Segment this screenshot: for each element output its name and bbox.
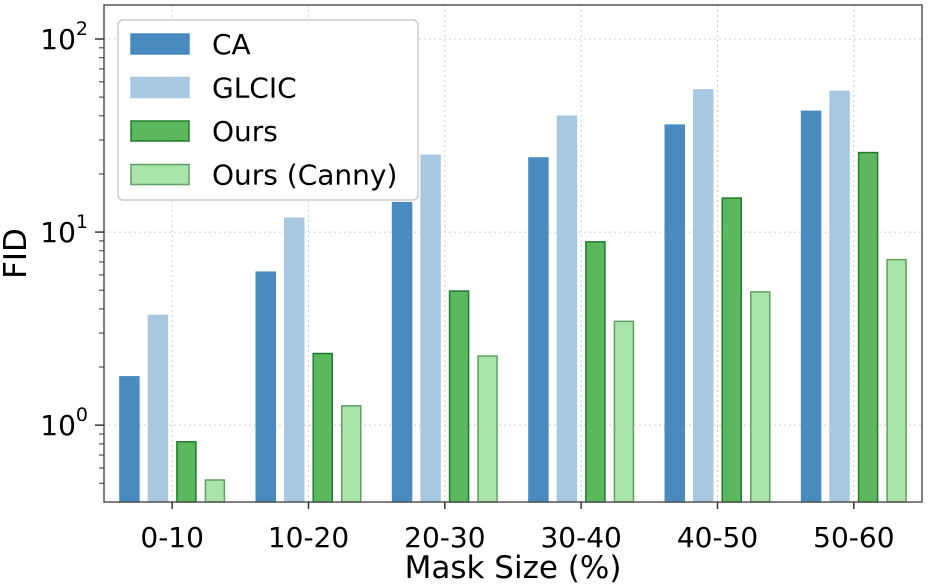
- legend: CA GLCIC Ours Ours (Canny): [117, 19, 419, 201]
- y-tick-label: 101: [40, 211, 88, 249]
- bar: [613, 320, 635, 503]
- bar: [750, 291, 771, 503]
- legend-label: GLCIC: [212, 72, 297, 105]
- bar: [255, 271, 276, 503]
- bar: [341, 405, 362, 503]
- legend-box: [117, 19, 419, 201]
- bar: [176, 441, 197, 503]
- bar: [556, 115, 578, 503]
- bar: [800, 110, 822, 503]
- legend-swatch: [130, 120, 190, 142]
- bar: [147, 314, 169, 503]
- bar: [585, 241, 606, 503]
- bar: [391, 201, 413, 503]
- legend-swatch: [130, 163, 190, 186]
- legend-swatch: [130, 33, 190, 55]
- legend-label: CA: [212, 28, 251, 61]
- x-tick-label: 40-50: [677, 521, 758, 554]
- bar: [664, 124, 685, 503]
- y-tick-label: 100: [40, 404, 88, 442]
- bar: [528, 157, 549, 503]
- x-axis-label: Mask Size (%): [405, 550, 622, 585]
- x-tick-label: 0-10: [140, 521, 204, 554]
- bar: [857, 151, 879, 503]
- bar: [477, 355, 498, 503]
- bar: [119, 376, 140, 503]
- legend-label: Ours: [212, 115, 278, 148]
- x-tick-label: 20-30: [404, 521, 485, 554]
- bar: [886, 258, 907, 503]
- x-tick-label: 50-60: [813, 521, 894, 554]
- bar: [721, 197, 742, 503]
- plot-frame: [103, 4, 923, 503]
- bar: [204, 479, 226, 503]
- bar: [312, 352, 333, 503]
- x-tick-label: 10-20: [268, 521, 349, 554]
- y-axis-label: FID: [0, 228, 34, 279]
- x-tick-label: 30-40: [540, 521, 621, 554]
- y-tick-label: 102: [40, 18, 88, 56]
- bar: [829, 90, 850, 503]
- bar: [284, 217, 305, 503]
- bar: [693, 89, 714, 503]
- bar: [420, 154, 441, 503]
- legend-label: Ours (Canny): [212, 159, 397, 192]
- axis-ticks: 100 101 102 0-10 10-20 20-30 30-40 40-50 50-60: [40, 18, 894, 554]
- bar: [448, 290, 470, 503]
- legend-swatch: [130, 76, 190, 99]
